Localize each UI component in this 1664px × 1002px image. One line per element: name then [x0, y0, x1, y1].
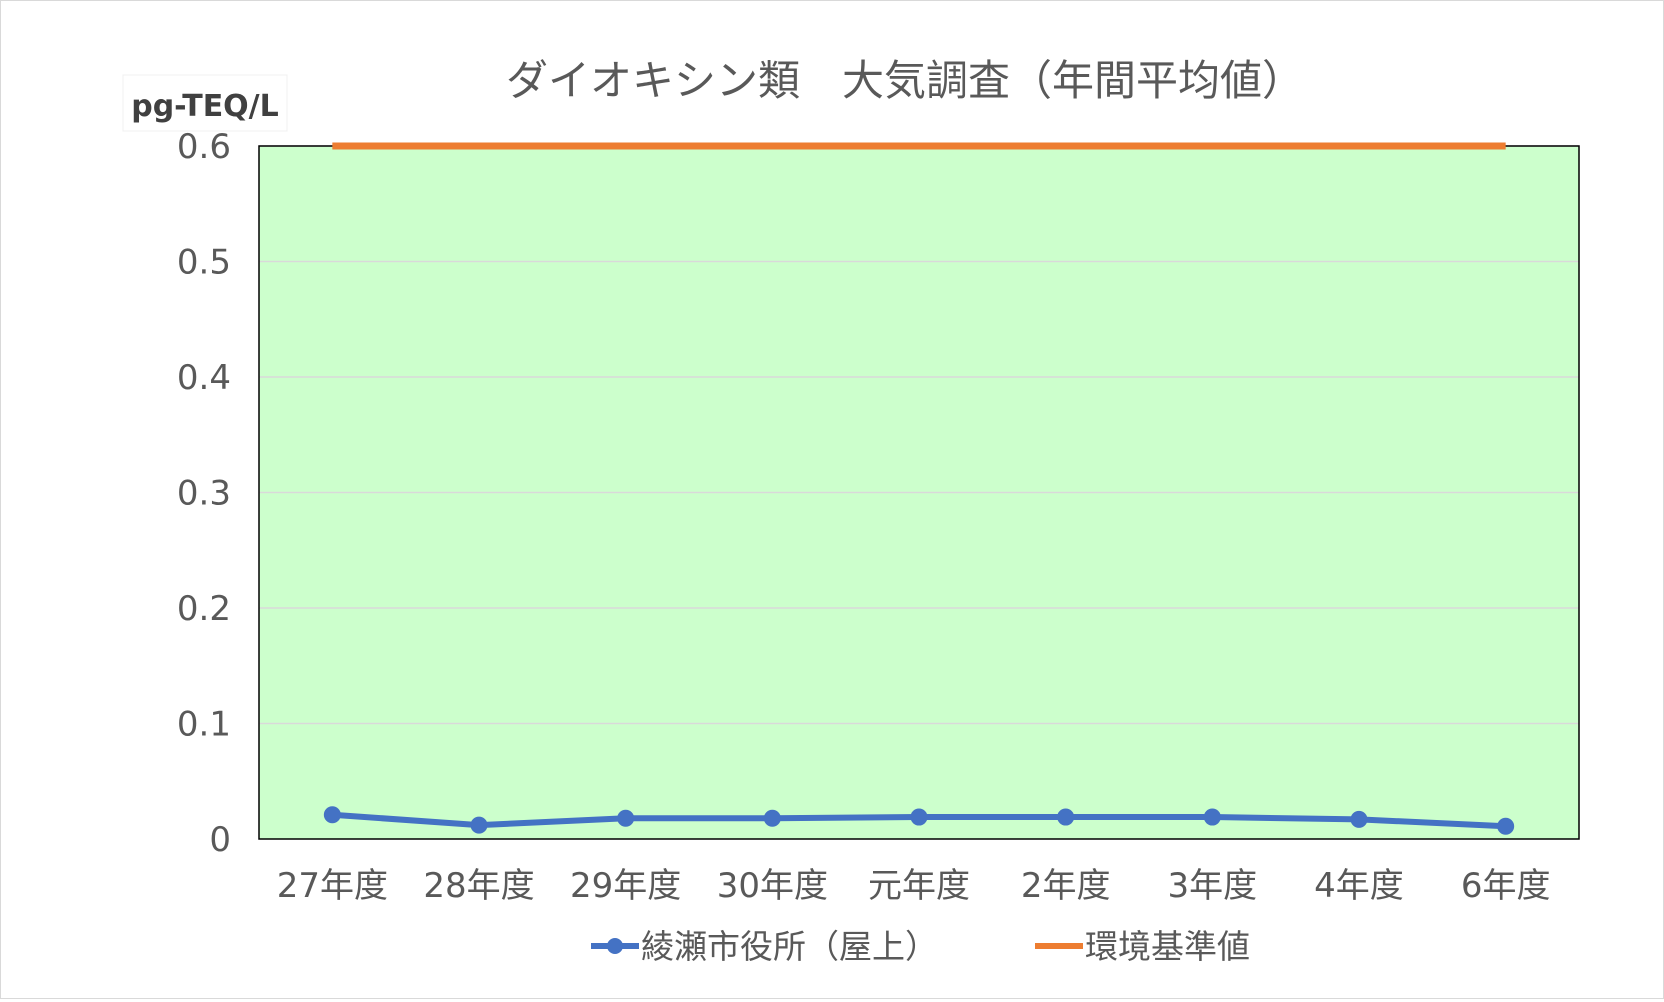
- y-tick-label: 0: [209, 820, 231, 860]
- x-tick-label: 6年度: [1461, 866, 1551, 906]
- y-tick-label: 0.2: [177, 589, 231, 629]
- y-tick-label: 0.6: [177, 127, 231, 167]
- x-tick-label: 27年度: [277, 866, 388, 906]
- x-tick-label: 28年度: [423, 866, 534, 906]
- data-point: [617, 809, 635, 827]
- x-tick-label: 元年度: [868, 866, 970, 906]
- legend-label: 綾瀬市役所（屋上）: [641, 927, 938, 966]
- data-point: [1203, 808, 1221, 826]
- legend-swatch-marker: [607, 938, 623, 954]
- data-point: [763, 809, 781, 827]
- x-tick-label: 30年度: [717, 866, 828, 906]
- plot-area: 0 0.1 0.2 0.3 0.4 0.5 0.6 27年度 28年度 29年度 30年度 元年度 2年…: [177, 127, 1580, 906]
- data-point: [470, 816, 488, 834]
- legend: 綾瀬市役所（屋上） 環境基準値: [591, 927, 1250, 966]
- x-tick-label: 2年度: [1021, 866, 1111, 906]
- chart-title: ダイオキシン類 大気調査（年間平均値）: [506, 56, 1304, 105]
- y-tick-label: 0.4: [177, 358, 231, 398]
- y-axis-unit-label: pg-TEQ/L: [131, 89, 279, 124]
- legend-label: 環境基準値: [1085, 927, 1250, 966]
- data-point: [1497, 817, 1515, 835]
- x-tick-label: 29年度: [570, 866, 681, 906]
- data-point: [323, 806, 341, 824]
- y-tick-label: 0.5: [177, 243, 231, 283]
- x-tick-label: 4年度: [1314, 866, 1404, 906]
- x-tick-label: 3年度: [1168, 866, 1258, 906]
- data-point: [1350, 810, 1368, 828]
- y-tick-label: 0.1: [177, 705, 231, 745]
- data-point: [1057, 808, 1075, 826]
- y-tick-label: 0.3: [177, 474, 231, 514]
- data-point: [910, 808, 928, 826]
- unit-label-box: [122, 74, 288, 132]
